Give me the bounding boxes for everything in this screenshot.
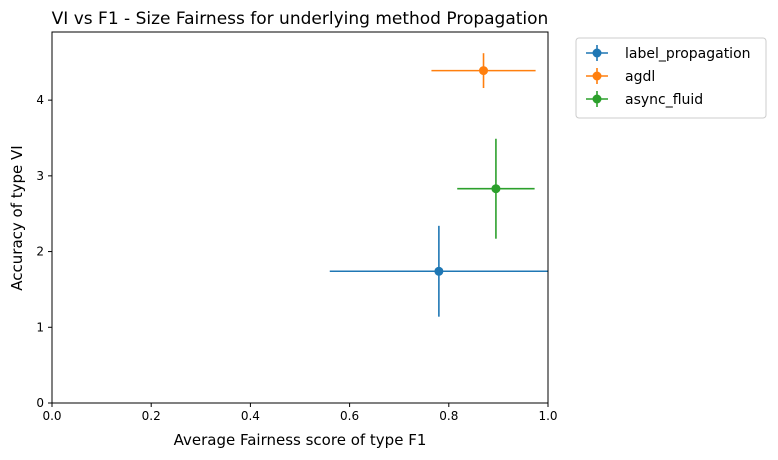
y-axis-label: Accuracy of type VI	[8, 145, 26, 290]
data-point	[434, 266, 444, 276]
legend-label: async_fluid	[625, 92, 703, 108]
y-axis: 0 1 2 3 4	[36, 93, 52, 410]
y-tick-label: 1	[36, 320, 44, 334]
series-label_propagation	[329, 225, 548, 317]
x-tick-label: 0.6	[340, 409, 359, 423]
legend-item-agdl: agdl	[586, 68, 655, 85]
chart-title: VI vs F1 - Size Fairness for underlying …	[52, 9, 549, 29]
data-point	[479, 66, 489, 76]
legend-marker-dot	[592, 94, 602, 104]
y-tick-label: 2	[36, 245, 44, 259]
series-layer	[329, 53, 548, 317]
legend-item-label_propagation: label_propagation	[586, 45, 751, 62]
series-agdl	[431, 53, 536, 89]
data-point	[491, 184, 501, 194]
plot-frame	[51, 31, 549, 404]
legend-label: agdl	[625, 69, 655, 85]
x-tick-label: 0.2	[142, 409, 161, 423]
y-tick-label: 3	[36, 169, 44, 183]
x-tick-label: 0.4	[241, 409, 260, 423]
legend-label: label_propagation	[625, 46, 751, 62]
series-async_fluid	[457, 138, 535, 239]
plot-area	[52, 32, 548, 403]
x-tick-label: 1.0	[538, 409, 557, 423]
x-axis-label: Average Fairness score of type F1	[174, 431, 427, 449]
y-tick-label: 0	[36, 396, 44, 410]
y-tick-label: 4	[36, 93, 44, 107]
legend-marker-dot	[592, 71, 602, 81]
x-tick-label: 0.8	[439, 409, 458, 423]
x-axis: 0.0 0.2 0.4 0.6 0.8 1.0	[42, 403, 558, 423]
x-tick-label: 0.0	[42, 409, 61, 423]
legend-frame	[575, 37, 767, 119]
legend-marker-dot	[592, 48, 602, 58]
legend-item-async_fluid: async_fluid	[586, 91, 703, 108]
